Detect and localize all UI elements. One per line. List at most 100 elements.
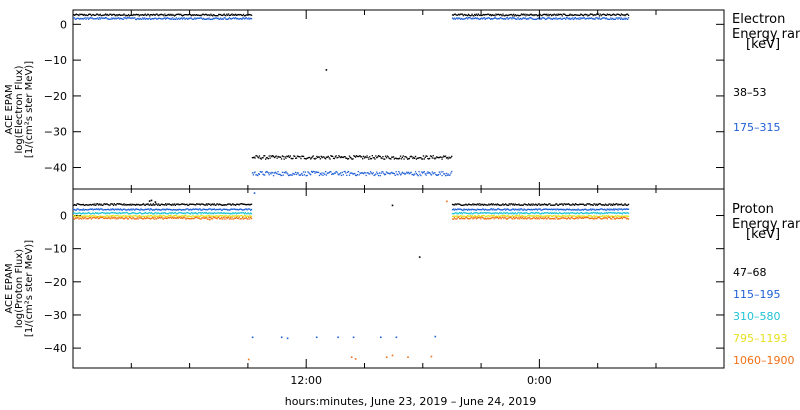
data-point (88, 209, 90, 211)
data-point (144, 204, 146, 206)
data-point (302, 171, 305, 173)
data-point (185, 203, 187, 206)
data-point (143, 216, 146, 218)
series (73, 200, 630, 361)
data-point (156, 203, 158, 205)
data-point (494, 15, 496, 17)
data-point (238, 18, 240, 20)
data-point (577, 208, 579, 210)
data-point (568, 17, 570, 19)
data-point (196, 203, 199, 205)
data-point (609, 203, 611, 205)
data-point (424, 173, 426, 175)
data-point (532, 18, 534, 20)
data-point (169, 18, 171, 20)
data-point (163, 212, 165, 214)
data-point (178, 217, 180, 219)
data-point (459, 212, 462, 214)
data-point (616, 208, 618, 210)
data-point (525, 216, 527, 218)
data-point (257, 174, 259, 177)
data-point (442, 156, 444, 158)
data-point (527, 214, 529, 217)
data-point (597, 212, 600, 215)
data-point (580, 13, 582, 15)
data-point (75, 13, 77, 15)
data-point (511, 208, 513, 211)
plot-frame (72, 9, 725, 190)
data-point (98, 209, 100, 211)
data-point (594, 14, 596, 16)
data-point (520, 208, 522, 210)
data-point (116, 209, 118, 211)
data-point (84, 14, 86, 17)
data-point (586, 17, 588, 20)
data-point (180, 13, 182, 15)
data-point (177, 209, 179, 211)
data-point (543, 215, 545, 217)
data-point (295, 171, 297, 174)
data-point (132, 208, 134, 210)
data-point (156, 218, 158, 220)
data-point (606, 208, 608, 210)
data-point (159, 212, 161, 215)
data-point (167, 213, 169, 215)
data-point (601, 17, 603, 20)
data-point (322, 174, 324, 176)
data-point (499, 17, 501, 19)
data-point (377, 173, 379, 175)
data-point (528, 217, 530, 219)
data-point (466, 14, 468, 16)
data-point (503, 204, 505, 206)
data-point (178, 17, 180, 19)
data-point (465, 203, 467, 205)
data-point (581, 212, 583, 214)
data-point (508, 14, 510, 16)
data-point (485, 14, 487, 16)
data-point (575, 18, 577, 20)
data-point (99, 204, 101, 206)
data-point (577, 215, 579, 217)
data-point (325, 156, 328, 158)
data-point (212, 218, 214, 220)
data-point (139, 215, 141, 217)
data-point (558, 17, 561, 20)
data-point (416, 157, 418, 159)
data-point (205, 211, 208, 214)
data-point (190, 203, 192, 205)
data-point (401, 156, 403, 159)
data-point (487, 17, 489, 19)
data-point (539, 216, 541, 218)
data-point (607, 209, 609, 211)
data-point (229, 217, 231, 219)
data-point (507, 215, 509, 217)
data-point (401, 171, 403, 173)
data-point (505, 204, 508, 206)
data-point (107, 212, 109, 214)
data-point (207, 203, 209, 205)
data-point (464, 212, 466, 214)
data-point (173, 209, 176, 211)
data-point (85, 215, 87, 217)
data-point (590, 17, 593, 19)
data-point (581, 203, 583, 205)
data-point (241, 203, 243, 205)
data-point (242, 13, 245, 16)
data-point (374, 158, 376, 160)
data-point (86, 17, 88, 19)
data-point (176, 212, 178, 215)
data-point (196, 208, 199, 210)
data-point (152, 18, 154, 20)
data-point (554, 14, 556, 16)
data-point (516, 217, 518, 219)
data-point (465, 17, 467, 19)
data-point (104, 208, 106, 211)
data-point (578, 215, 580, 217)
data-point (170, 217, 172, 219)
data-point (198, 203, 200, 205)
data-point (158, 212, 160, 214)
data-point (293, 155, 295, 157)
data-point (384, 174, 386, 176)
data-point (456, 14, 458, 16)
data-point (471, 13, 473, 15)
